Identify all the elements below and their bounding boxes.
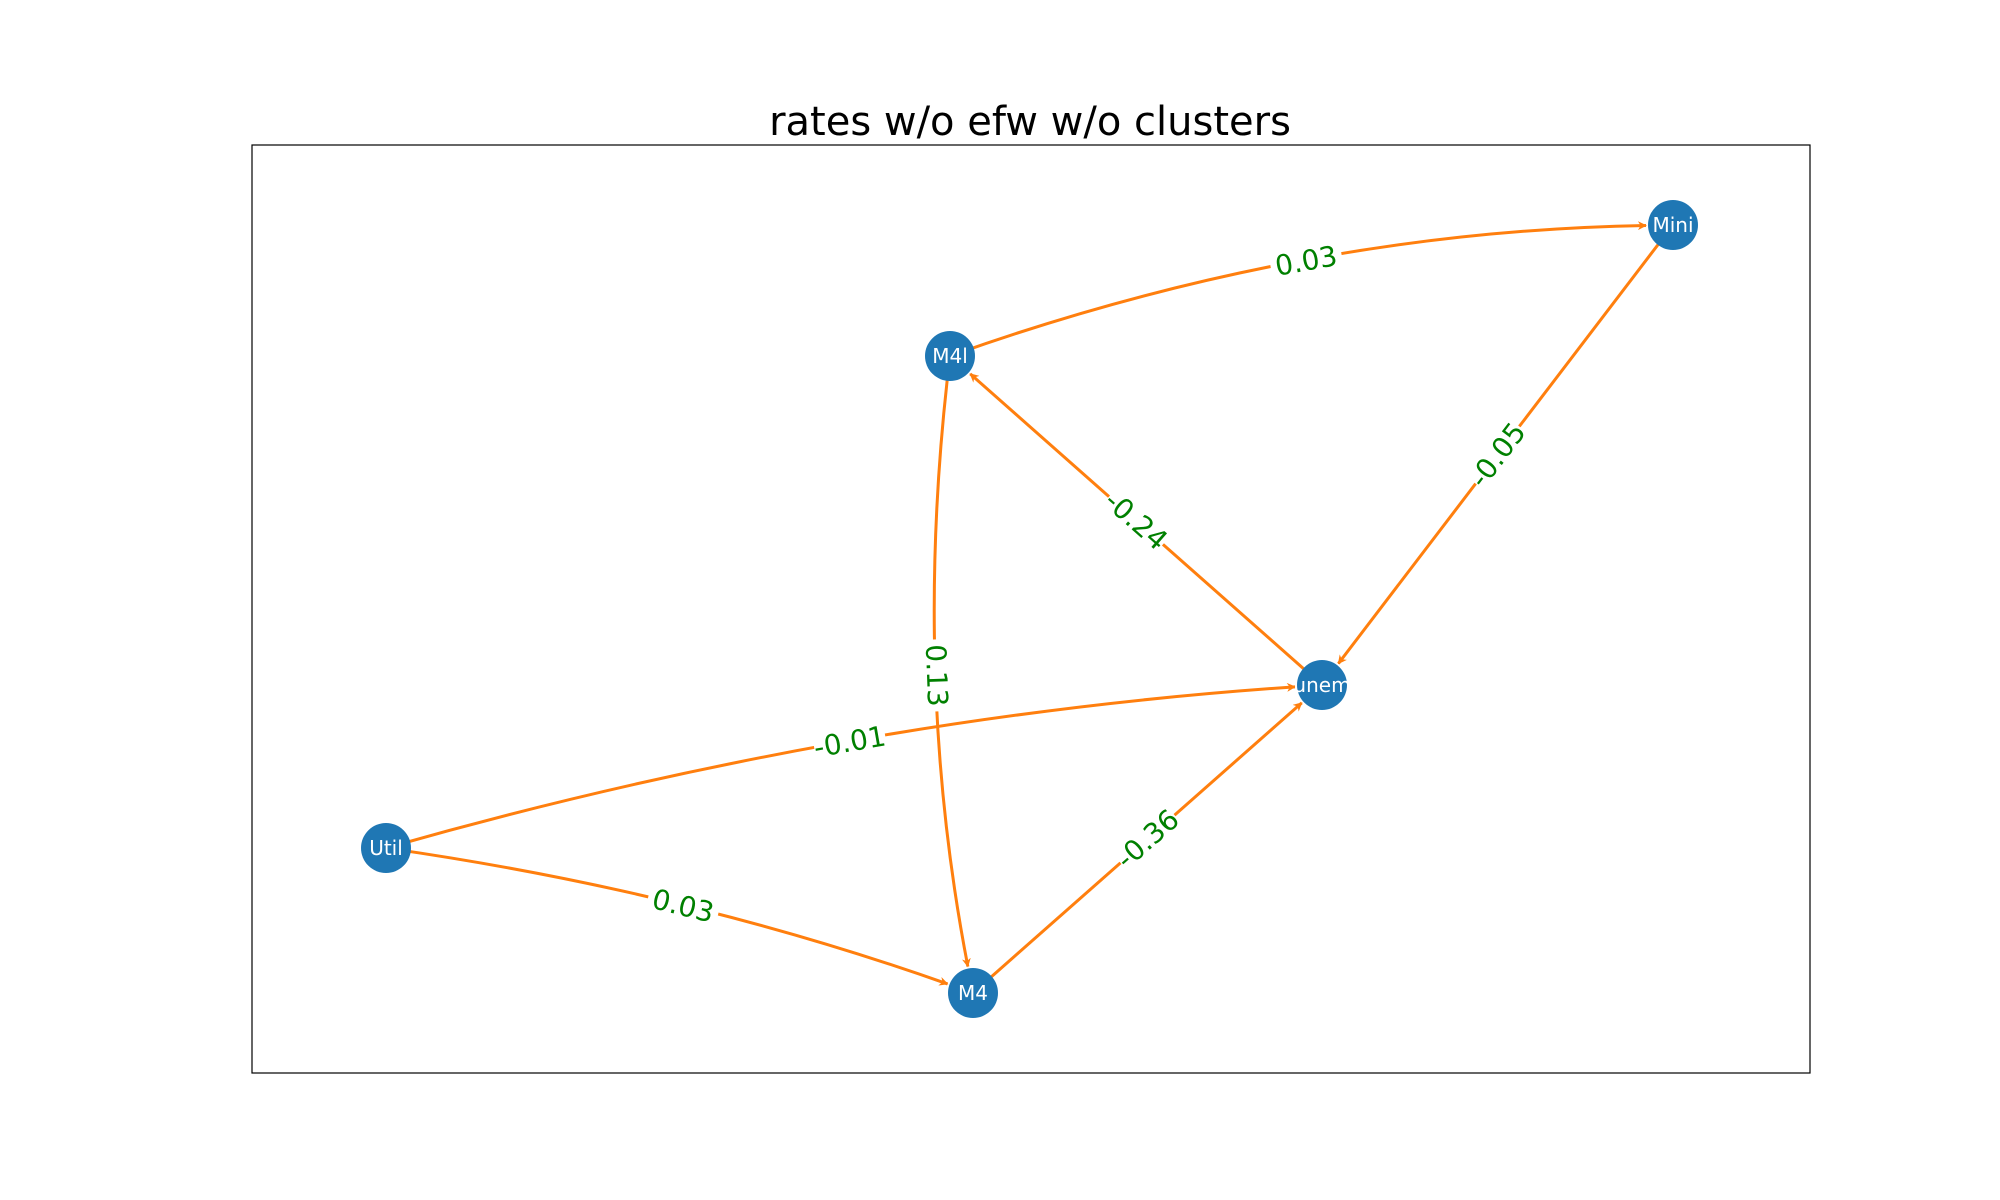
- edge-label-background: [1108, 801, 1187, 877]
- node-label: M4l: [932, 344, 968, 368]
- node-m4: M4: [948, 968, 998, 1018]
- edge-label-group: -0.36: [1108, 801, 1187, 877]
- edge-label-background: [917, 638, 956, 713]
- edge-label-background: [1267, 236, 1345, 286]
- node-circle: [948, 968, 998, 1018]
- edge-label-background: [1097, 483, 1175, 558]
- edge-label-group: -0.01: [811, 717, 889, 766]
- edge-label-group: -0.05: [1461, 415, 1534, 495]
- edge-label: 0.03: [1273, 239, 1340, 283]
- node-label: Util: [369, 836, 403, 860]
- node-util: Util: [361, 823, 411, 873]
- edge-label-group: -0.24: [1097, 483, 1175, 558]
- edge-label-group: 0.03: [1267, 236, 1345, 286]
- edge-label: -0.05: [1462, 416, 1532, 494]
- node-circle: [925, 331, 975, 381]
- node-label: M4: [958, 981, 988, 1005]
- edge-label-group: 0.13: [917, 638, 956, 713]
- edge-label-background: [643, 879, 723, 933]
- node-m4l: M4l: [925, 331, 975, 381]
- node-unem: unem: [1293, 660, 1351, 710]
- node-circle: [1648, 200, 1698, 250]
- node-circle: [1297, 660, 1347, 710]
- plot-frame: [251, 144, 1811, 1074]
- edge-label-group: 0.03: [643, 879, 723, 933]
- edge-label-background: [1461, 415, 1534, 495]
- edge-label-background: [811, 717, 889, 766]
- edge-label: 0.03: [649, 882, 717, 929]
- node-label: unem: [1293, 673, 1350, 697]
- edge-label: 0.13: [919, 644, 954, 707]
- node-circle: [361, 823, 411, 873]
- node-mini: Mini: [1648, 200, 1698, 250]
- graph-title: rates w/o efw w/o clusters: [769, 99, 1291, 145]
- node-label: Mini: [1652, 213, 1693, 237]
- edges-layer: 0.03 -0.05 -0.24 0.13 -0.01 0.03 -0.36: [389, 221, 1672, 992]
- edge-label: -0.01: [811, 719, 888, 764]
- nodes-layer: Mini M4l unem Util M4: [361, 200, 1698, 1018]
